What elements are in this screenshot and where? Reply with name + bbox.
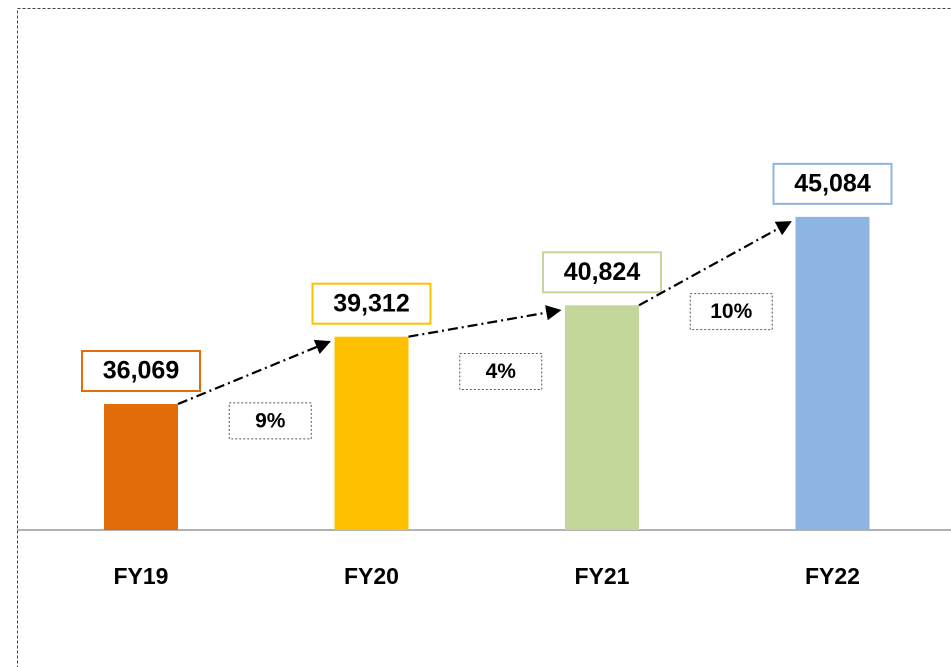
frame [17,8,951,667]
growth-arrow [177,339,331,406]
annotation: 10% [710,300,752,323]
annotation-box [228,402,312,440]
bar [565,305,639,530]
annotation: 9% [255,409,286,432]
value-label: 45,084 [794,169,871,197]
growth-arrow [408,305,562,338]
bar [795,216,870,531]
value-label-box [772,162,893,205]
annotation-box [689,293,773,331]
value-label-box [81,350,201,393]
x-tick-label: FY20 [344,563,399,589]
growth-arrow [638,220,792,307]
x-tick-label: FY19 [114,563,169,589]
bar [104,404,178,530]
value-label-box [311,282,432,325]
annotation-box [459,352,543,390]
value-label: 40,824 [564,258,641,286]
value-label: 36,069 [103,357,179,385]
annotation: 4% [486,360,517,383]
bar [334,336,409,530]
plot-area: 36,069 FY19 39,312 FY20 40,824 FY21 45,084 FY22… [17,162,951,589]
value-label-box [542,251,662,294]
value-label: 39,312 [333,289,409,317]
x-tick-label: FY22 [805,563,860,589]
x-tick-label: FY21 [575,563,630,589]
